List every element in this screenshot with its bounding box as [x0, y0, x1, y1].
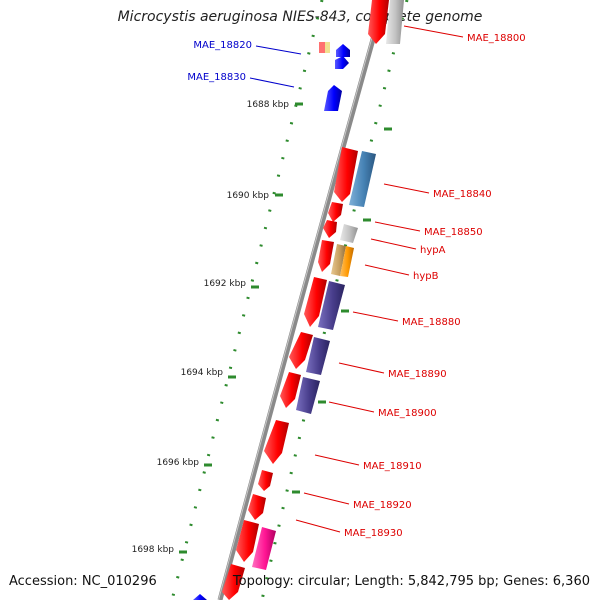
gene-arrow[interactable] — [324, 85, 342, 111]
gene-arrow[interactable] — [331, 244, 354, 277]
leader-lines-red — [295, 25, 464, 533]
scale-label: 1698 kbp — [132, 545, 175, 555]
gene-arrow[interactable] — [323, 220, 337, 238]
gene-arrow[interactable] — [306, 337, 330, 375]
gene-arrow[interactable] — [248, 494, 266, 520]
outer-ticks — [292, 127, 392, 494]
scale-label: 1688 kbp — [247, 100, 290, 110]
gene-arrow[interactable] — [318, 240, 334, 272]
genome-backbone-highlight — [218, 0, 383, 600]
gene-arrow[interactable] — [252, 527, 276, 570]
gene-label-mae-18910[interactable]: MAE_18910 — [363, 461, 422, 472]
gene-label-mae-18880[interactable]: MAE_18880 — [402, 317, 461, 328]
genome-backbone — [217, 0, 387, 600]
gene-label-mae-18830[interactable]: MAE_18830 — [187, 72, 246, 83]
gene-arrow[interactable] — [289, 332, 313, 369]
gene-arrow[interactable] — [340, 224, 358, 243]
gene-arrow[interactable] — [328, 202, 343, 222]
gene-label-mae-18850[interactable]: MAE_18850 — [424, 227, 483, 238]
gene-arrow[interactable] — [349, 151, 376, 207]
gene-label-mae-18840[interactable]: MAE_18840 — [433, 189, 492, 200]
scale-label: 1692 kbp — [204, 279, 247, 289]
gene-arrow[interactable] — [318, 281, 345, 330]
gene-arrow[interactable] — [368, 0, 389, 44]
gene-label-hypa[interactable]: hypA — [420, 245, 446, 256]
scale-label: 1694 kbp — [181, 368, 224, 378]
accession-text: Accession: NC_010296 — [9, 574, 157, 589]
gene-label-mae-18890[interactable]: MAE_18890 — [388, 369, 447, 380]
gene-label-mae-18820[interactable]: MAE_18820 — [193, 40, 252, 51]
gene-arrow[interactable] — [319, 42, 330, 53]
gene-arrow[interactable] — [334, 147, 358, 202]
scale-label: 1690 kbp — [227, 191, 270, 201]
gene-arrow[interactable] — [335, 44, 350, 69]
gene-arrow[interactable] — [304, 277, 327, 327]
gene-label-mae-18800[interactable]: MAE_18800 — [467, 33, 526, 44]
gene-label-mae-18900[interactable]: MAE_18900 — [378, 408, 437, 419]
scale-label: 1696 kbp — [157, 458, 200, 468]
gene-label-mae-18930[interactable]: MAE_18930 — [344, 528, 403, 539]
gene-arrow[interactable] — [280, 372, 301, 408]
gene-arrow[interactable] — [258, 470, 273, 491]
gene-label-mae-18920[interactable]: MAE_18920 — [353, 500, 412, 511]
gene-arrow[interactable] — [193, 594, 207, 600]
gene-arrow[interactable] — [264, 420, 289, 464]
scale-ticks — [179, 102, 303, 554]
leader-lines-blue — [249, 45, 302, 88]
gene-arrow[interactable] — [386, 0, 404, 44]
gene-arrow[interactable] — [222, 564, 245, 600]
gene-arrow[interactable] — [236, 520, 259, 562]
gene-label-hypb[interactable]: hypB — [413, 271, 439, 282]
genome-summary: Topology: circular; Length: 5,842,795 bp… — [232, 574, 590, 589]
gene-arrow[interactable] — [296, 377, 320, 414]
